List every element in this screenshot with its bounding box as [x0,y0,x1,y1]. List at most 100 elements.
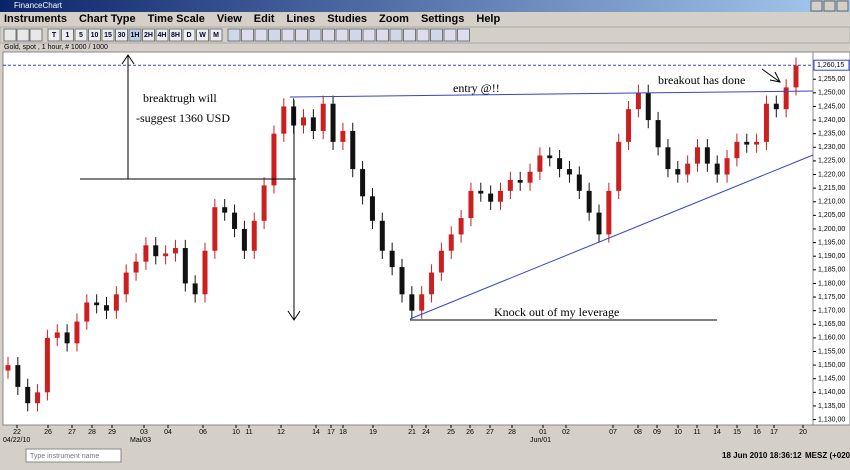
y-tick-label: 1,130,00 [818,416,845,423]
menu-item[interactable]: Edit [254,13,275,25]
tool-button[interactable] [254,28,268,42]
candle-body [64,332,70,344]
instrument-input[interactable] [25,448,122,463]
candle-body [84,302,90,322]
y-tick-label: 1,245,00 [818,103,845,110]
annotation: breaktrugh will [143,91,217,105]
x-tick-label: 25 [447,429,455,436]
x-tick-label: 14 [713,429,721,436]
status-bar [0,447,850,465]
menu-bar: Instruments Chart Type Time Scale View Edit L… [4,13,500,25]
annotation: -suggest 1360 USD [136,111,230,125]
tool-button[interactable] [29,28,43,42]
candle-body [537,155,543,172]
menu-item[interactable]: Help [476,13,500,25]
tool-button[interactable] [416,28,430,42]
y-tick-label: 1,185,00 [818,267,845,274]
candle-body [143,245,149,262]
timeframe-button[interactable] [128,28,142,42]
candle-body [261,185,267,221]
candle-body [498,190,503,202]
menu-item[interactable]: Studies [327,13,367,25]
menu-item[interactable]: Instruments [4,13,67,25]
annotation: breakout has done [658,73,745,87]
tool-button[interactable] [3,28,17,42]
tool-button[interactable] [443,28,457,42]
maximize-button[interactable] [823,0,836,12]
timeframe-button[interactable] [169,28,182,42]
tool-button[interactable] [430,28,443,42]
plot-area [2,51,814,426]
timeframe-button[interactable] [196,28,209,42]
timeframe-button[interactable] [88,28,101,42]
close-button[interactable] [836,0,849,12]
tool-button[interactable] [241,28,254,42]
timeframe-button[interactable] [101,28,115,42]
tool-button[interactable] [295,28,308,42]
candle-body [222,207,228,213]
tool-button[interactable] [389,28,403,42]
menu-item[interactable]: Time Scale [148,13,205,25]
candle-body [557,158,563,170]
candle-body [478,190,484,194]
timeframe-button[interactable] [155,28,169,42]
x-tick-label: 22 [13,429,21,436]
candle-body [576,174,582,191]
status-timezone: MESZ (+0200) [805,451,850,460]
candle-body [507,179,513,191]
candle-body [704,147,710,164]
candle-body [655,120,661,148]
tool-button[interactable] [227,28,241,42]
tool-button[interactable] [308,28,322,42]
timeframe-button[interactable] [74,28,88,42]
candle-body [626,109,632,142]
x-tick-label: 04 [164,429,172,436]
tool-button[interactable] [349,28,362,42]
candle-body [645,92,651,121]
timeframe-button[interactable] [115,28,128,42]
x-tick-label: 09 [653,429,661,436]
candle-body [586,190,592,213]
x-period-label: Mai/03 [130,437,151,444]
tool-button[interactable] [376,28,389,42]
menu-item[interactable]: Chart Type [79,13,136,25]
timeframe-button[interactable] [47,28,61,42]
tool-button[interactable] [322,28,335,42]
candle-body [54,332,60,338]
tool-button[interactable] [403,28,416,42]
tool-button[interactable] [16,28,30,42]
x-tick-label: 17 [327,429,335,436]
timeframe-button[interactable] [61,28,74,42]
x-tick-label: 10 [232,429,240,436]
y-tick-label: 1,145,00 [818,376,845,383]
menu-item[interactable]: View [217,13,242,25]
resistance-line [289,90,814,98]
timeframe-button[interactable] [182,28,196,42]
y-tick-label: 1,190,00 [818,253,845,260]
minimize-button[interactable] [810,0,823,12]
tool-button[interactable] [362,28,376,42]
menu-item[interactable]: Lines [287,13,316,25]
tool-button[interactable] [281,28,295,42]
timeframe-label: 4H [158,32,167,39]
tool-button[interactable] [268,28,281,42]
window-buttons[interactable] [810,0,849,12]
y-tick-label: 1,230,00 [818,144,845,151]
timeframe-button[interactable] [209,28,223,42]
tool-button[interactable] [335,28,349,42]
timeframe-button[interactable] [142,28,155,42]
x-tick-label: 28 [508,429,516,436]
candle-body [94,302,100,306]
timeframe-label: 10 [91,32,99,39]
tool-button[interactable] [457,28,470,42]
menu-item[interactable]: Settings [421,13,464,25]
x-tick-label: 06 [199,429,207,436]
candle-body [271,133,277,186]
menu-item[interactable]: Zoom [379,13,409,25]
timeframe-label: 2H [144,32,153,39]
last-price-label: 1,260,15 [817,62,844,69]
chart: 1,130,00 1,135,00 1,140,00 1,145,00 1,150,00… [3,57,850,423]
price-axis [812,51,850,426]
